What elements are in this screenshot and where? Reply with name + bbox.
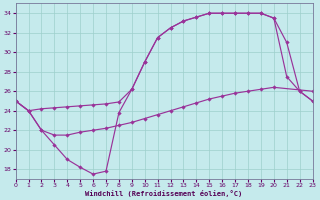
X-axis label: Windchill (Refroidissement éolien,°C): Windchill (Refroidissement éolien,°C) [85,190,243,197]
